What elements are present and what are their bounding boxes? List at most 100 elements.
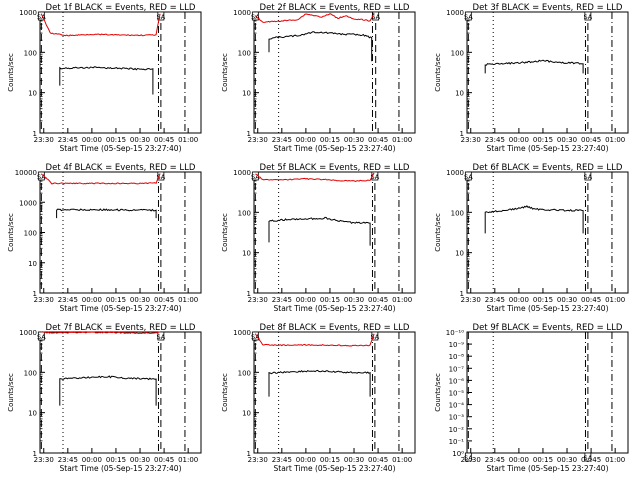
y-tick-label: 100 (24, 230, 37, 238)
panel-title: Det 4f BLACK = Events, RED = LLD (46, 163, 196, 173)
sa-marker-box (371, 331, 379, 341)
series-events-line (484, 205, 584, 234)
y-tick-label: 10 (242, 90, 251, 98)
panel-det-1: Det 1f BLACK = Events, RED = LLD 1 10 100 10… (7, 3, 202, 153)
x-tick-label: 23:45 (272, 456, 292, 464)
x-tick-label: 23:45 (58, 296, 78, 304)
x-tick-label: 00:00 (82, 296, 102, 304)
y-tick-label: 10⁻⁴ (449, 402, 465, 410)
y-tick-label: 10 (28, 90, 37, 98)
sa-marker-label: SA (371, 173, 380, 181)
x-tick-label: 00:15 (106, 136, 126, 144)
sa-marker-box (157, 171, 165, 181)
y-tick-label: 1 (247, 130, 251, 138)
y-axis-label: Counts/sec (221, 213, 229, 252)
y-tick-label: 10⁻⁸ (449, 353, 465, 361)
y-tick-label: 10⁻³ (449, 414, 465, 422)
sa-marker-box (464, 11, 472, 21)
x-tick-label: 00:45 (368, 136, 388, 144)
y-tick-label: 100 (238, 49, 251, 57)
series-events-line (484, 59, 584, 74)
sa-marker-label: SA (157, 333, 166, 341)
y-tick-label: 10⁻⁷ (449, 365, 465, 373)
x-tick-label: 23:45 (58, 456, 78, 464)
sa-marker-box (251, 331, 259, 341)
panel-det-5: Det 5f BLACK = Events, RED = LLD 1 10 100 10… (221, 163, 416, 313)
sa-marker-box (464, 171, 472, 181)
x-tick-label: 00:45 (154, 296, 174, 304)
x-tick-label: 01:00 (178, 136, 198, 144)
y-tick-label: 10 (242, 410, 251, 418)
y-tick-label: 10⁻¹ (449, 438, 465, 446)
y-axis-label: Counts/sec (7, 53, 15, 92)
x-axis-label: Start Time (05-Sep-15 23:27:40) (60, 144, 182, 153)
x-axis-label: Start Time (05-Sep-15 23:27:40) (487, 144, 609, 153)
panel-title: Det 3f BLACK = Events, RED = LLD (473, 3, 623, 13)
x-tick-label: 00:00 (509, 136, 529, 144)
x-tick-label: 23:30 (248, 456, 268, 464)
plot-frame (253, 171, 416, 294)
plot-frame (39, 171, 202, 294)
x-axis-label: Start Time (05-Sep-15 23:27:40) (60, 304, 182, 313)
y-axis-label: Counts/sec (7, 213, 15, 252)
x-tick-label: 00:15 (320, 296, 340, 304)
x-tick-label: 00:30 (130, 296, 150, 304)
y-tick-label: 10 (28, 410, 37, 418)
series-lld-line (40, 13, 161, 37)
x-tick-label: 23:30 (248, 136, 268, 144)
plot-frame (253, 331, 416, 454)
y-tick-label: 10⁻¹⁰ (446, 329, 464, 337)
x-tick-label: 00:15 (106, 456, 126, 464)
series-events-line (268, 216, 371, 246)
plot-frame (466, 171, 629, 294)
x-tick-label: 00:00 (296, 296, 316, 304)
y-tick-label: 1000 (233, 169, 251, 177)
sa-marker-label: SA (37, 13, 46, 21)
y-tick-label: 100 (238, 369, 251, 377)
sa-marker-box (584, 11, 592, 21)
x-tick-label: 00:00 (82, 456, 102, 464)
plot-frame (466, 331, 629, 454)
panel-det-3: Det 3f BLACK = Events, RED = LLD 1 10 100 10… (434, 3, 629, 153)
sa-marker-label: SA (251, 173, 260, 181)
series-events-line (59, 66, 154, 95)
panel-title: Det 5f BLACK = Events, RED = LLD (260, 163, 410, 173)
sa-marker-label: SA (157, 173, 166, 181)
y-tick-label: 10⁻² (449, 426, 465, 434)
x-tick-label: 00:30 (557, 456, 577, 464)
series-lld-line (40, 173, 161, 185)
y-axis-label: Counts/sec (434, 53, 442, 92)
y-tick-label: 1 (247, 450, 251, 458)
y-tick-label: 10⁻⁶ (449, 377, 465, 385)
sa-marker-label: SA (371, 13, 380, 21)
sa-marker-box (37, 11, 45, 21)
panel-title: Det 8f BLACK = Events, RED = LLD (260, 323, 410, 333)
x-tick-label: 00:00 (296, 456, 316, 464)
x-axis-label: Start Time (05-Sep-15 23:27:40) (274, 304, 396, 313)
x-tick-label: 23:30 (34, 136, 54, 144)
sa-marker-label: SA (37, 333, 46, 341)
panel-det-9: Det 9f BLACK = Events, RED = LLD 10⁰ 10⁻¹ 1… (434, 323, 629, 473)
x-axis-label: Start Time (05-Sep-15 23:27:40) (274, 144, 396, 153)
series-lld-line (254, 12, 375, 23)
y-tick-label: 10000 (15, 169, 37, 177)
x-tick-label: 01:00 (392, 296, 412, 304)
x-tick-label: 00:30 (344, 296, 364, 304)
x-tick-label: 00:00 (296, 136, 316, 144)
x-tick-label: 00:45 (154, 456, 174, 464)
y-tick-label: 100 (24, 49, 37, 57)
y-axis-label: Counts/sec (221, 373, 229, 412)
sa-marker-label: SA (584, 454, 593, 462)
panel-det-4: Det 4f BLACK = Events, RED = LLD 1 10 100 10… (7, 163, 202, 313)
panel-title: Det 1f BLACK = Events, RED = LLD (46, 3, 196, 13)
sa-marker-label: SA (584, 13, 593, 21)
series-events-line (56, 208, 157, 219)
sa-marker-box (584, 171, 592, 181)
plot-frame (466, 11, 629, 134)
x-tick-label: 00:30 (344, 456, 364, 464)
sa-marker-label: SA (251, 333, 260, 341)
y-axis-label: Counts/sec (434, 373, 442, 412)
y-tick-label: 10 (455, 90, 464, 98)
y-tick-label: 1 (460, 130, 464, 138)
